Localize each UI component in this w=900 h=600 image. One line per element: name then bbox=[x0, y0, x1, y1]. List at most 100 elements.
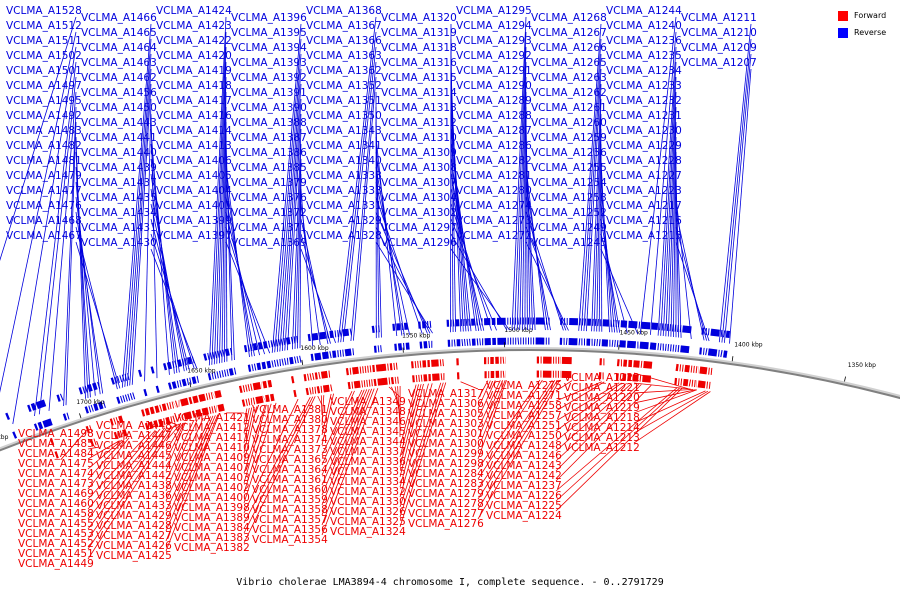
gene-label: VCLMA_A1220 bbox=[564, 392, 640, 404]
leader-line bbox=[300, 188, 314, 347]
legend-item-reverse: Reverse bbox=[838, 24, 886, 41]
gene-label: VCLMA_A1440 bbox=[81, 147, 157, 159]
leader-line bbox=[477, 380, 558, 510]
gene-label: VCLMA_A1267 bbox=[531, 27, 607, 39]
leader-line bbox=[375, 241, 433, 334]
gene-label: VCLMA_A1312 bbox=[381, 117, 457, 129]
leader-line bbox=[578, 23, 602, 331]
leader-line bbox=[320, 395, 323, 416]
leader-line bbox=[321, 389, 368, 496]
gene-label: VCLMA_A1396 bbox=[231, 12, 307, 24]
leader-line bbox=[165, 422, 185, 462]
leader-line bbox=[65, 121, 77, 406]
reverse-gene-glyph bbox=[314, 352, 322, 361]
gene-label: VCLMA_A1260 bbox=[531, 117, 607, 129]
forward-gene-glyph bbox=[214, 390, 222, 399]
gene-label: VCLMA_A1387 bbox=[231, 132, 307, 144]
leader-line bbox=[243, 407, 253, 444]
reverse-gene-glyph bbox=[203, 353, 208, 361]
gene-label: VCLMA_A1435 bbox=[81, 192, 157, 204]
gene-label: VCLMA_A1443 bbox=[81, 117, 157, 129]
gene-label: VCLMA_A1225 bbox=[486, 500, 562, 512]
leader-line bbox=[511, 16, 527, 331]
leader-line bbox=[525, 196, 551, 331]
reverse-gene-glyph bbox=[224, 348, 230, 357]
leader-line bbox=[87, 425, 173, 550]
leader-line bbox=[243, 403, 272, 494]
leader-line bbox=[555, 380, 573, 392]
reverse-gene-glyph bbox=[680, 345, 690, 354]
gene-label: VCLMA_A1501 bbox=[6, 65, 82, 77]
gene-label: VCLMA_A1412 bbox=[174, 422, 250, 434]
leader-line bbox=[450, 233, 508, 331]
gene-label: VCLMA_A1214 bbox=[564, 422, 640, 434]
reverse-gene-glyph bbox=[257, 342, 263, 350]
scale-tick-label: 1350 kbp bbox=[848, 362, 876, 369]
reverse-gene-glyph bbox=[37, 421, 44, 430]
gene-label: VCLMA_A1379 bbox=[231, 177, 307, 189]
leader-line bbox=[633, 372, 689, 390]
gene-label: VCLMA_A1363 bbox=[306, 50, 382, 62]
gene-label: VCLMA_A1320 bbox=[381, 12, 457, 24]
gene-label: VCLMA_A1330 bbox=[330, 496, 406, 508]
reverse-gene-glyph bbox=[252, 342, 258, 351]
gene-label: VCLMA_A1423 bbox=[156, 20, 232, 32]
gene-label: VCLMA_A1218 bbox=[564, 412, 640, 424]
gene-label: VCLMA_A1335 bbox=[330, 466, 406, 478]
leader-line bbox=[243, 408, 248, 424]
gene-label: VCLMA_A1439 bbox=[81, 162, 157, 174]
gene-label: VCLMA_A1243 bbox=[486, 460, 562, 472]
reverse-gene-glyph bbox=[116, 396, 121, 404]
forward-gene-glyph bbox=[113, 431, 118, 440]
reverse-gene-glyph bbox=[62, 413, 68, 421]
gene-label: VCLMA_A1362 bbox=[306, 65, 382, 77]
gene-label: VCLMA_A1482 bbox=[6, 140, 82, 152]
leader-line bbox=[87, 439, 123, 470]
leader-line bbox=[399, 382, 447, 528]
gene-label: VCLMA_A1219 bbox=[564, 402, 640, 414]
gene-label: VCLMA_A1391 bbox=[231, 87, 307, 99]
gene-label: VCLMA_A1394 bbox=[231, 42, 307, 54]
gene-label: VCLMA_A1284 bbox=[408, 468, 484, 480]
gene-label: VCLMA_A1271 bbox=[486, 390, 562, 402]
leader-line bbox=[555, 381, 605, 412]
gene-label: VCLMA_A1290 bbox=[456, 80, 532, 92]
gene-label: VCLMA_A1222 bbox=[564, 372, 640, 384]
map-caption: Vibrio cholerae LMA3894-4 chromosome I, … bbox=[236, 577, 664, 588]
leader-line bbox=[375, 196, 423, 335]
gene-label: VCLMA_A1430 bbox=[81, 237, 157, 249]
gene-label: VCLMA_A1300 bbox=[408, 438, 484, 450]
leader-line bbox=[580, 38, 602, 331]
gene-label: VCLMA_A1263 bbox=[531, 72, 607, 84]
leader-line bbox=[243, 406, 257, 464]
gene-label: VCLMA_A1248 bbox=[486, 440, 562, 452]
leader-line bbox=[129, 68, 152, 386]
leader-line bbox=[375, 226, 431, 334]
reverse-gene-glyph bbox=[155, 385, 160, 393]
gene-label: VCLMA_A1326 bbox=[330, 506, 406, 518]
leader-line bbox=[321, 395, 325, 426]
gene-label: VCLMA_A1277 bbox=[408, 508, 484, 520]
gene-label: VCLMA_A1484 bbox=[18, 448, 94, 460]
reverse-gene-glyph bbox=[97, 401, 104, 410]
leader-line bbox=[243, 407, 250, 434]
forward-gene-glyph bbox=[642, 374, 652, 383]
leader-line bbox=[477, 380, 504, 440]
gene-label: VCLMA_A1410 bbox=[174, 442, 250, 454]
reverse-gene-glyph bbox=[256, 362, 262, 371]
reverse-gene-glyph bbox=[186, 356, 193, 365]
gene-label: VCLMA_A1376 bbox=[231, 192, 307, 204]
gene-label: VCLMA_A1309 bbox=[381, 147, 457, 159]
leader-line bbox=[281, 83, 302, 352]
gene-label: VCLMA_A1249 bbox=[531, 222, 607, 234]
leader-line bbox=[450, 203, 492, 331]
gene-label: VCLMA_A1318 bbox=[381, 42, 457, 54]
gene-label: VCLMA_A1324 bbox=[330, 526, 406, 538]
gene-label: VCLMA_A1469 bbox=[18, 488, 94, 500]
reverse-gene-glyph bbox=[176, 359, 183, 367]
gene-label: VCLMA_A1372 bbox=[231, 207, 307, 219]
gene-label: VCLMA_A1451 bbox=[18, 548, 94, 560]
gene-label: VCLMA_A1452 bbox=[18, 538, 94, 550]
gene-label: VCLMA_A1343 bbox=[306, 125, 382, 137]
gene-label: VCLMA_A1479 bbox=[6, 170, 82, 182]
